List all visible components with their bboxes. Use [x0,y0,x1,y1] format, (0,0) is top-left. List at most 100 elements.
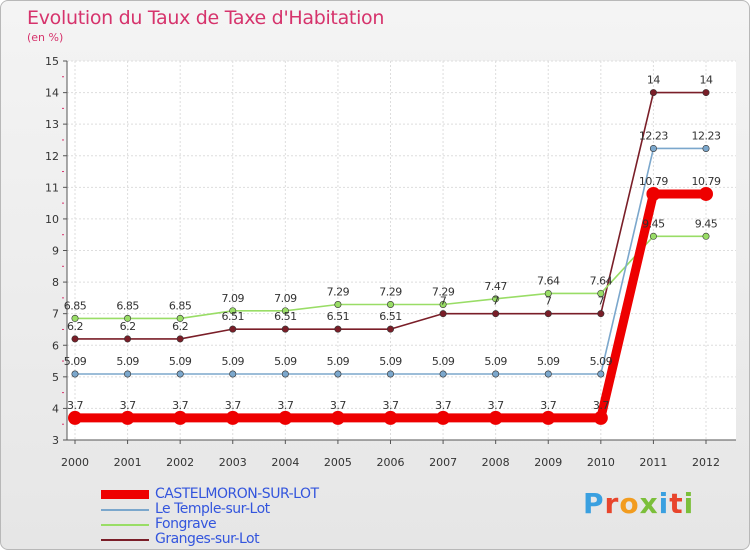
x-tick-label: 2009 [534,456,562,469]
legend-label: Le Temple-sur-Lot [155,501,270,517]
data-label: 6.51 [274,310,297,323]
data-label: 7 [598,295,605,308]
data-label: 3.7 [120,399,136,412]
data-point [229,325,237,333]
data-label: 14 [700,74,713,87]
data-label: 3.7 [172,399,188,412]
data-label: 7.64 [537,274,560,287]
data-point [702,144,710,152]
legend-item: Le Temple-sur-Lot [101,502,319,517]
data-label: 7.09 [222,292,245,305]
data-point [334,325,342,333]
data-label: 7.64 [590,274,613,287]
data-point [492,295,500,303]
data-label: 5.09 [169,355,192,368]
data-point [649,144,657,152]
data-label: 6.51 [379,310,402,323]
data-point [334,370,342,378]
legend-item: Fongrave [101,517,319,532]
data-point [699,186,713,201]
data-label: 3.7 [435,399,451,412]
data-label: 7 [545,295,552,308]
data-label: 6.85 [169,299,192,312]
data-label: 7.09 [274,292,297,305]
data-point [68,410,82,425]
legend-label: Fongrave [155,516,217,532]
data-label: 3.7 [383,399,399,412]
data-label: 10.79 [639,175,668,188]
data-label: 10.79 [692,175,721,188]
data-point [330,410,345,425]
data-point [646,186,661,201]
data-point [124,314,132,322]
data-label: 5.09 [116,355,139,368]
data-label: 9.45 [642,217,665,230]
data-point [173,410,188,425]
data-label: 7 [492,295,499,308]
legend-item: CASTELMORON-SUR-LOT [101,487,319,502]
data-point [120,410,135,425]
data-label: 5.09 [432,355,455,368]
logo-letter: t [669,487,684,520]
x-tick-label: 2010 [587,456,615,469]
data-point [544,310,552,318]
x-tick-label: 2005 [324,456,352,469]
data-label: 9.45 [695,217,718,230]
data-label: 7.29 [327,286,350,299]
data-point [176,370,184,378]
legend-swatch [101,508,149,511]
data-point [597,289,605,297]
data-point [439,370,447,378]
data-label: 3.7 [67,399,83,412]
data-label: 7.29 [379,286,402,299]
data-point [544,370,552,378]
x-tick-label: 2008 [482,456,510,469]
x-tick-label: 2012 [692,456,720,469]
data-point [386,370,394,378]
y-tick-label: 14 [45,87,59,100]
legend: CASTELMORON-SUR-LOT Le Temple-sur-Lot Fong… [101,487,319,547]
y-tick-label: 8 [52,276,59,289]
data-point [492,370,500,378]
data-label: 5.09 [222,355,245,368]
data-label: 7.47 [484,280,507,293]
data-point [702,89,710,97]
x-tick-label: 2002 [166,456,194,469]
data-label: 3.7 [540,399,556,412]
data-label: 6.85 [64,299,87,312]
data-label: 6.51 [222,310,245,323]
y-tick-label: 9 [52,245,59,258]
data-point [649,89,657,97]
logo-letter: o [619,487,640,520]
data-point [597,370,605,378]
logo-letter: x [639,487,659,520]
x-tick-label: 2006 [377,456,405,469]
data-label: 14 [647,74,660,87]
data-point [229,370,237,378]
x-tick-label: 2007 [429,456,457,469]
data-point [281,307,289,315]
data-point [386,301,394,309]
data-label: 12.23 [692,129,721,142]
proxiti-logo: Proxiti [583,487,694,520]
data-label: 3.7 [593,399,609,412]
data-point [281,370,289,378]
data-point [439,301,447,309]
data-point [225,410,240,425]
data-label: 12.23 [639,129,668,142]
y-tick-label: 10 [45,213,59,226]
data-point [71,314,79,322]
data-point [386,325,394,333]
data-point [278,410,293,425]
data-label: 5.09 [379,355,402,368]
legend-item: Granges-sur-Lot [101,532,319,547]
data-point [229,307,237,315]
x-tick-label: 2003 [219,456,247,469]
logo-letter: P [583,487,605,520]
data-point [541,410,556,425]
y-tick-label: 3 [52,434,59,447]
y-tick-label: 5 [52,371,59,384]
legend-swatch [101,538,149,541]
